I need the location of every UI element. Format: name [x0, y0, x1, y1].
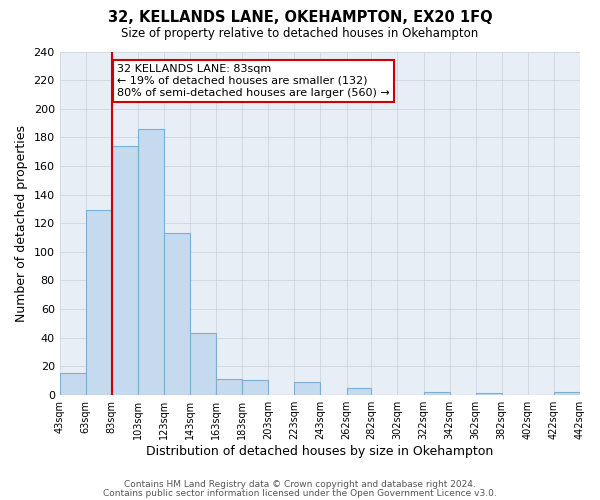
Text: 32, KELLANDS LANE, OKEHAMPTON, EX20 1FQ: 32, KELLANDS LANE, OKEHAMPTON, EX20 1FQ	[107, 10, 493, 25]
Text: 32 KELLANDS LANE: 83sqm
← 19% of detached houses are smaller (132)
80% of semi-d: 32 KELLANDS LANE: 83sqm ← 19% of detache…	[117, 64, 390, 98]
Y-axis label: Number of detached properties: Number of detached properties	[15, 124, 28, 322]
Text: Contains public sector information licensed under the Open Government Licence v3: Contains public sector information licen…	[103, 488, 497, 498]
X-axis label: Distribution of detached houses by size in Okehampton: Distribution of detached houses by size …	[146, 444, 493, 458]
Bar	[347, 388, 371, 394]
Text: Contains HM Land Registry data © Crown copyright and database right 2024.: Contains HM Land Registry data © Crown c…	[124, 480, 476, 489]
Bar	[164, 233, 190, 394]
Bar	[59, 374, 86, 394]
Bar	[190, 333, 216, 394]
Text: Size of property relative to detached houses in Okehampton: Size of property relative to detached ho…	[121, 28, 479, 40]
Bar	[242, 380, 268, 394]
Bar	[295, 382, 320, 394]
Bar	[86, 210, 112, 394]
Bar	[424, 392, 449, 394]
Bar	[216, 379, 242, 394]
Bar	[554, 392, 580, 394]
Bar	[138, 128, 164, 394]
Bar	[112, 146, 138, 394]
